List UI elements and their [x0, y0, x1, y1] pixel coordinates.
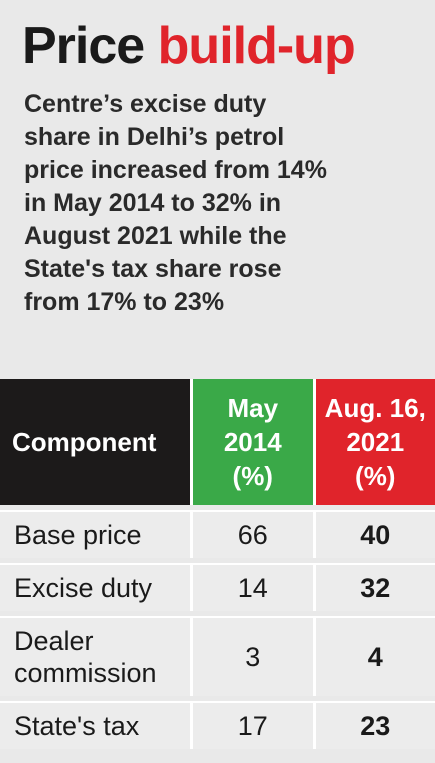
table-row: Excise duty 14 32 — [0, 563, 435, 611]
subtitle-line: share in Delhi’s petrol — [24, 123, 285, 151]
table-row: Base price 66 40 — [0, 510, 435, 558]
subtitle-line: price increased from 14% — [24, 156, 327, 184]
header-line: 2014 — [223, 427, 282, 457]
subtitle-line: from 17% to 23% — [24, 288, 225, 316]
subtitle-line: Centre’s excise duty — [24, 90, 267, 118]
cell-value: 14 — [190, 563, 313, 611]
row-label: State's tax — [0, 701, 190, 749]
cell-value: 3 — [190, 616, 313, 696]
header-line: (%) — [232, 461, 273, 491]
header-row: Component May 2014 (%) Aug. 16, 2021 (%) — [0, 379, 435, 505]
row-label: Base price — [0, 510, 190, 558]
subtitle-line: August 2021 while the — [24, 222, 287, 250]
header-line: Component — [12, 427, 157, 457]
cell-value: 32 — [312, 563, 435, 611]
subtitle: Centre’s excise duty share in Delhi’s pet… — [24, 88, 424, 319]
cell-value: 23 — [312, 701, 435, 749]
table: Component May 2014 (%) Aug. 16, 2021 (%) Base … — [0, 374, 435, 754]
table-row: State's tax 17 23 — [0, 701, 435, 749]
subtitle-line: State's tax share rose — [24, 255, 282, 283]
header-line: (%) — [355, 461, 396, 491]
column-header: May 2014 (%) — [190, 379, 313, 505]
header-line: Aug. 16, — [324, 393, 426, 423]
row-label: Excise duty — [0, 563, 190, 611]
title: Price build-up — [22, 14, 356, 78]
cell-value: 4 — [312, 616, 435, 696]
cell-value: 66 — [190, 510, 313, 558]
column-header: Aug. 16, 2021 (%) — [312, 379, 435, 505]
cell-value: 40 — [312, 510, 435, 558]
table-row: Dealer commission 3 4 — [0, 616, 435, 696]
cell-value: 17 — [190, 701, 313, 749]
row-label: Dealer commission — [0, 616, 190, 696]
title-black: Price — [22, 17, 145, 75]
header-line: 2021 — [346, 427, 405, 457]
title-red: build-up — [157, 17, 356, 75]
column-header: Component — [0, 379, 190, 505]
subtitle-line: in May 2014 to 32% in — [24, 189, 282, 217]
header-line: May — [227, 393, 279, 423]
